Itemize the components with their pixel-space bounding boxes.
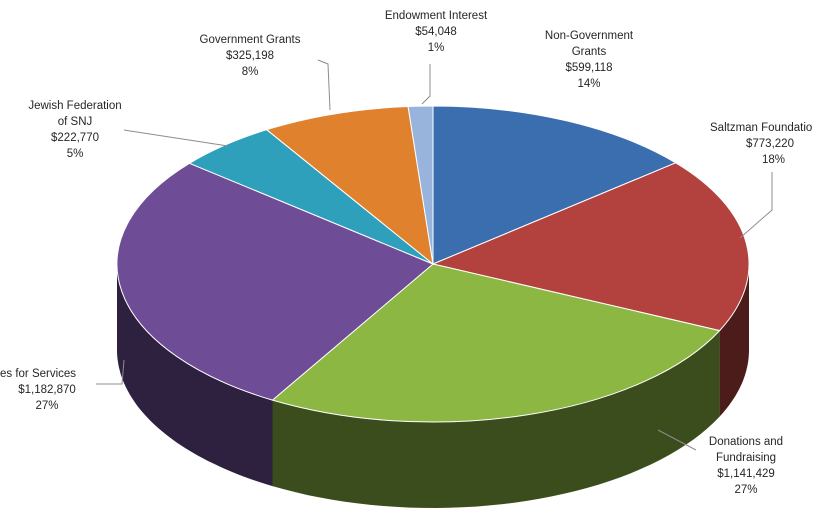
- label-jewish-federation: Jewish Federation of SNJ $222,770 5%: [14, 98, 136, 162]
- label-jewish-percent: 5%: [66, 148, 84, 160]
- label-non-government-grants: Non-Government Grants $599,118 14%: [530, 28, 648, 92]
- label-endowment-interest: Endowment Interest $54,048 1%: [372, 8, 500, 56]
- label-government-grants: Government Grants $325,198 8%: [188, 32, 312, 80]
- slice-donations-and-fundraising: [271, 263, 721, 423]
- label-nongov-name-1: Non-Government: [544, 30, 634, 42]
- leader-line-donations: [657, 429, 697, 451]
- label-saltzman-foundation: Saltzman Foundatio $773,220 18%: [710, 120, 818, 168]
- slice-endowment-interest: [407, 105, 434, 265]
- slice-fees-for-services: [116, 162, 434, 401]
- leader-lines: [96, 59, 773, 451]
- leader-line-endowment: [421, 64, 431, 105]
- label-donations-percent: 27%: [734, 484, 758, 496]
- leader-line-fees: [96, 359, 125, 385]
- label-donations-name-2: Fundraising: [715, 452, 777, 464]
- label-fees-value: $1,182,870: [18, 384, 76, 396]
- slice-side-saltzman-foundation: [719, 264, 749, 417]
- label-fees-name: es for Services: [0, 368, 77, 380]
- label-saltzman-name: Saltzman Foundatio: [710, 122, 813, 134]
- label-donations-fundraising: Donations and Fundraising $1,141,429 27%: [690, 434, 802, 498]
- slice-saltzman-foundation: [431, 162, 750, 332]
- leader-line-saltzman: [739, 172, 773, 239]
- label-endowment-name: Endowment Interest: [384, 10, 488, 22]
- label-jewish-name-1: Jewish Federation: [28, 100, 122, 112]
- leader-line-jewish: [123, 129, 229, 147]
- label-nongov-name-2: Grants: [571, 46, 607, 58]
- label-govgrants-name: Government Grants: [199, 34, 301, 46]
- label-govgrants-value: $325,198: [226, 50, 274, 62]
- label-nongov-value: $599,118: [565, 62, 613, 74]
- slice-side-fees-for-services: [117, 264, 273, 487]
- leader-line-govgrants: [317, 59, 331, 111]
- label-saltzman-value: $773,220: [746, 138, 794, 150]
- label-govgrants-percent: 8%: [241, 66, 259, 78]
- label-jewish-name-2: of SNJ: [57, 116, 93, 128]
- label-donations-value: $1,141,429: [717, 468, 775, 480]
- label-endowment-value: $54,048: [415, 26, 457, 38]
- label-jewish-value: $222,770: [51, 132, 99, 144]
- label-saltzman-percent: 18%: [762, 154, 786, 166]
- pie-tops: [116, 105, 750, 423]
- label-donations-name-1: Donations and: [708, 436, 784, 448]
- label-fees-for-services: es for Services $1,182,870 27%: [0, 366, 94, 414]
- label-endowment-percent: 1%: [427, 42, 445, 54]
- slice-government-grants: [265, 105, 434, 266]
- slice-non-government-grants: [432, 105, 677, 265]
- label-nongov-percent: 14%: [577, 78, 601, 90]
- label-fees-percent: 27%: [35, 400, 59, 412]
